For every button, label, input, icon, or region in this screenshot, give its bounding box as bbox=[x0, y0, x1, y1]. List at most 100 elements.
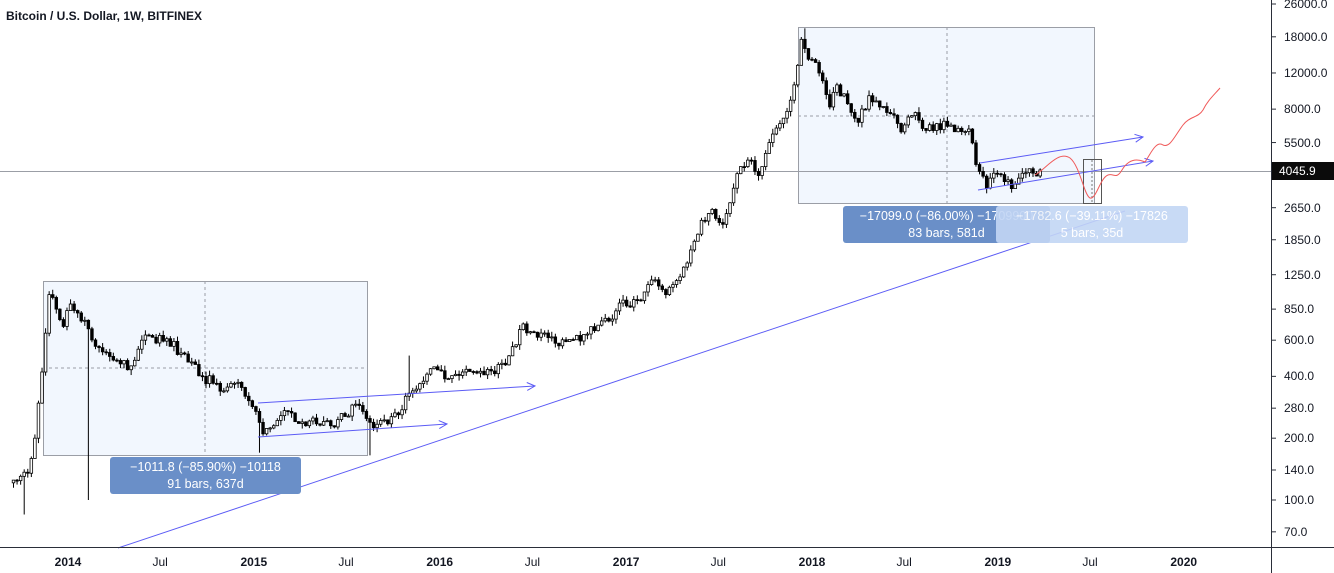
candle bbox=[36, 400, 41, 444]
candle-body bbox=[446, 378, 451, 381]
candle bbox=[47, 291, 51, 337]
candle-body bbox=[838, 84, 843, 97]
candle-body bbox=[674, 280, 679, 285]
candle bbox=[204, 371, 208, 389]
candle-body bbox=[949, 124, 953, 127]
candle-body bbox=[920, 119, 925, 129]
candle bbox=[182, 351, 187, 356]
candle-body bbox=[974, 142, 978, 165]
candle bbox=[350, 403, 354, 422]
candle-body bbox=[125, 360, 130, 371]
candle bbox=[952, 124, 957, 133]
candle-body bbox=[15, 479, 19, 482]
candle bbox=[589, 326, 593, 340]
candle bbox=[778, 120, 782, 132]
measure-label-2014[interactable]: −1011.8 (−85.90%) −10118 91 bars, 637d bbox=[110, 457, 301, 494]
candle bbox=[639, 298, 643, 302]
candle bbox=[421, 376, 426, 389]
candle-body bbox=[924, 128, 928, 131]
y-tick-label: 18000.0 bbox=[1284, 29, 1328, 44]
candle bbox=[165, 336, 169, 346]
candle-body bbox=[47, 294, 51, 334]
candle-body bbox=[343, 413, 347, 417]
candle bbox=[450, 375, 454, 383]
candle-body bbox=[190, 361, 194, 364]
candle bbox=[11, 479, 16, 488]
x-tick-label: Jul bbox=[1082, 555, 1098, 569]
candle-body bbox=[796, 64, 800, 86]
candle-body bbox=[182, 352, 187, 355]
measure-label-line1: −1782.6 (−39.11%) −17826 bbox=[1016, 209, 1168, 223]
candle bbox=[717, 215, 722, 226]
candle bbox=[614, 308, 618, 324]
candle bbox=[828, 89, 832, 110]
x-tick-label: 2019 bbox=[984, 555, 1012, 569]
candle-body bbox=[97, 345, 101, 349]
candle bbox=[849, 102, 853, 117]
candle bbox=[746, 157, 750, 168]
candle bbox=[386, 419, 390, 426]
channel-2019-lower-arrow bbox=[977, 161, 1153, 191]
candle-body bbox=[411, 390, 415, 394]
candle-body bbox=[272, 425, 276, 429]
candle-body bbox=[888, 112, 893, 115]
candle bbox=[65, 307, 69, 331]
candle-body bbox=[938, 123, 943, 131]
candle bbox=[681, 266, 686, 279]
candle-body bbox=[193, 361, 198, 365]
candle bbox=[336, 416, 340, 430]
x-tick-label: 2020 bbox=[1170, 555, 1198, 569]
candle-body bbox=[553, 336, 558, 344]
candle bbox=[657, 276, 661, 291]
channel-2015-lower-arrow bbox=[257, 424, 447, 438]
candle bbox=[763, 150, 768, 171]
candle bbox=[771, 128, 775, 148]
candle-body bbox=[93, 339, 98, 347]
candle bbox=[895, 114, 900, 129]
candle-body bbox=[147, 334, 151, 337]
candle bbox=[464, 365, 468, 376]
candle bbox=[735, 172, 739, 194]
candle-body bbox=[346, 415, 351, 418]
candle bbox=[190, 357, 194, 366]
candle-body bbox=[1017, 177, 1021, 185]
candle-body bbox=[425, 373, 429, 382]
candle-body bbox=[368, 418, 372, 423]
candle-body bbox=[1006, 179, 1010, 183]
candle bbox=[692, 239, 697, 253]
candle-body bbox=[232, 382, 237, 385]
candle bbox=[272, 424, 276, 430]
candle bbox=[493, 366, 497, 377]
candle-body bbox=[756, 170, 761, 176]
measure-label-2019[interactable]: −1782.6 (−39.11%) −17826 5 bars, 35d bbox=[996, 206, 1188, 243]
candle bbox=[949, 122, 953, 127]
candle bbox=[97, 345, 101, 353]
candle-body bbox=[18, 475, 23, 482]
candle bbox=[428, 368, 433, 376]
candle-body bbox=[657, 279, 661, 287]
candle bbox=[981, 166, 985, 179]
candle-body bbox=[133, 359, 137, 367]
candle bbox=[635, 295, 640, 305]
candle-body bbox=[40, 371, 44, 404]
candle bbox=[104, 349, 108, 356]
candle bbox=[318, 423, 322, 427]
candle bbox=[881, 106, 885, 109]
candle-body bbox=[945, 120, 950, 127]
candle-body bbox=[546, 332, 550, 339]
candle bbox=[250, 399, 255, 409]
candle-body bbox=[532, 331, 536, 334]
candle-body bbox=[617, 302, 622, 312]
candle bbox=[685, 261, 689, 271]
candle-body bbox=[710, 208, 714, 214]
candle bbox=[485, 367, 490, 380]
candle-body bbox=[471, 371, 476, 373]
candle bbox=[703, 216, 707, 224]
candle-body bbox=[813, 59, 818, 63]
candle-body bbox=[514, 344, 518, 348]
candle bbox=[168, 336, 173, 347]
candle bbox=[742, 162, 746, 172]
candle-body bbox=[614, 310, 618, 320]
candle bbox=[396, 411, 401, 420]
